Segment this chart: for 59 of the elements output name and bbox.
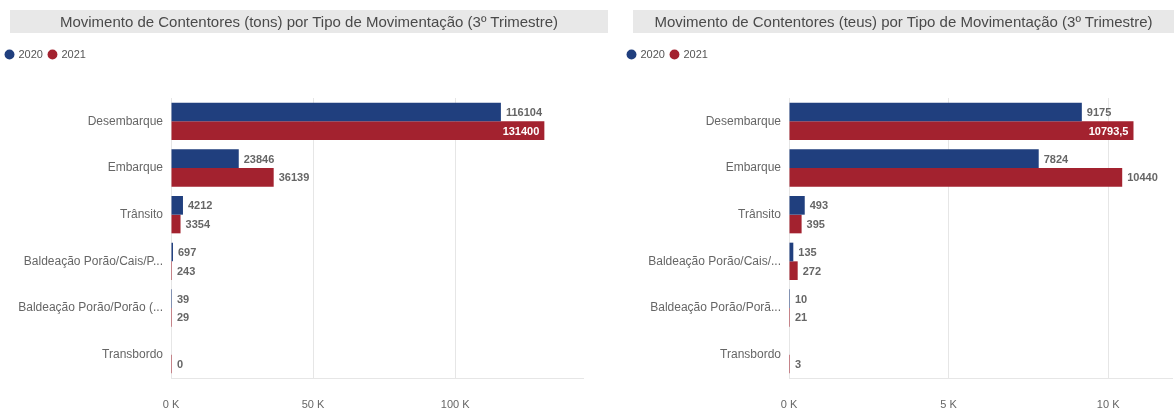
bar [789,149,1039,168]
data-label: 243 [177,264,196,277]
x-tick-label: 10 K [1096,397,1121,410]
y-tick-label: Baldeação Porão/Cais/P... [23,253,163,268]
legend-label: 2020 [18,47,43,60]
data-label: 39 [177,292,190,305]
y-tick-label: Trânsito [120,206,164,221]
legend-label: 2021 [683,47,708,60]
y-tick-label: Desembarque [705,113,782,128]
bar [171,149,239,168]
x-tick-label: 5 K [940,397,958,410]
bar [789,196,805,215]
data-label: 3 [795,358,802,371]
bar [789,121,1134,140]
chart-title: Movimento de Contentores (tons) por Tipo de Movimentação (3º Trimestre) [10,10,608,33]
y-tick-label: Baldeação Porão/Cais/... [648,253,781,268]
data-label: 21 [795,311,808,324]
data-label: 0 [177,358,184,371]
data-label: 10 [795,292,808,305]
bar [171,196,183,215]
bar [171,168,274,187]
data-label: 10793,5 [1088,124,1129,137]
x-tick-label: 100 K [440,397,471,410]
data-label: 36139 [278,171,310,184]
y-tick-label: Embarque [107,160,164,175]
bar [789,168,1123,187]
data-label: 10440 [1127,171,1158,184]
data-label: 116104 [505,106,543,119]
chart-title: Movimento de Contentores (teus) por Tipo de Movimentação (3º Trimestre) [633,10,1174,33]
legend-label: 2020 [640,47,665,60]
data-label: 7824 [1043,152,1070,165]
data-label: 29 [177,311,190,324]
y-tick-label: Transbordo [720,346,782,361]
data-label: 131400 [502,124,540,137]
y-tick-label: Baldeação Porão/Porã... [650,300,781,315]
data-label: 493 [809,199,829,212]
y-tick-label: Desembarque [87,113,164,128]
bar [171,214,181,234]
data-label: 272 [802,264,822,277]
y-tick-label: Trânsito [738,206,782,221]
data-label: 3354 [185,218,211,231]
x-tick-label: 50 K [301,397,326,410]
data-label: 697 [177,246,197,259]
y-tick-label: Transbordo [102,346,164,361]
bar [789,261,798,280]
data-label: 4212 [187,199,213,212]
data-label: 135 [798,246,817,259]
bar [171,121,545,140]
data-label: 9175 [1086,106,1112,119]
y-tick-label: Embarque [725,160,782,175]
data-label: 23846 [243,152,275,165]
legend-label: 2021 [61,47,86,60]
bar [171,102,501,122]
x-tick-label: 0 K [780,397,798,410]
data-label: 395 [806,218,825,231]
bar [789,102,1082,122]
x-tick-label: 0 K [162,397,180,410]
bar [789,214,802,234]
y-tick-label: Baldeação Porão/Porão (... [18,300,163,315]
